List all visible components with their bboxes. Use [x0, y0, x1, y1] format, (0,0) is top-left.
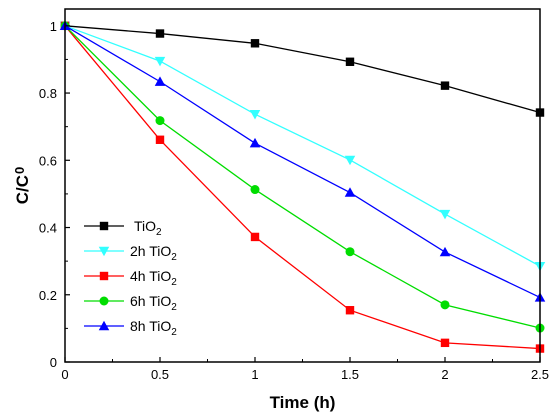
- plot-frame: [64, 8, 541, 363]
- legend-label-subscript: 2: [171, 252, 177, 263]
- legend-marker: [99, 271, 109, 281]
- data-point: [345, 57, 355, 66]
- data-point: [154, 56, 166, 67]
- y-tick-label: 0.6: [39, 153, 57, 168]
- data-point: [250, 185, 260, 195]
- legend-label-main: TiO: [134, 218, 156, 234]
- x-tick-label: 1.5: [341, 367, 359, 382]
- y-axis-title: C/C0: [12, 167, 32, 205]
- y-tick-label: 0.4: [39, 221, 57, 236]
- legend-label-subscript: 2: [156, 227, 162, 238]
- series-line: [64, 25, 541, 114]
- x-axis-title: Time (h): [270, 393, 336, 412]
- legend-marker: [99, 296, 109, 306]
- legend-label: 8h TiO2: [130, 318, 177, 338]
- legend-label-subscript: 2: [171, 327, 177, 338]
- legend-label-subscript: 2: [171, 302, 177, 313]
- data-point: [250, 232, 260, 242]
- legend-label-main: 4h TiO: [130, 268, 171, 284]
- axis-ticks: 0 0.5 1 1.5 2 2.5 0 0.2 0.4 0.6 0.8 1: [39, 19, 549, 382]
- legend-label: 2h TiO2: [130, 243, 177, 263]
- data-point: [249, 137, 261, 148]
- data-point: [440, 338, 450, 348]
- series-line: [64, 25, 541, 350]
- data-point: [344, 155, 356, 166]
- legend-label-main: 8h TiO: [130, 318, 171, 334]
- data-point: [440, 300, 450, 310]
- data-point: [155, 116, 165, 126]
- x-tick-label: 0.5: [151, 367, 169, 382]
- y-axis-title-subscript: 0: [12, 167, 27, 174]
- y-tick-label: 1: [50, 19, 57, 34]
- data-point: [439, 246, 451, 257]
- y-axis-title-main: C/C: [13, 175, 32, 204]
- series-line: [64, 25, 541, 299]
- legend-label: 6h TiO2: [130, 293, 177, 313]
- y-tick-label: 0.8: [39, 86, 57, 101]
- legend-marker: [99, 221, 109, 231]
- legend-label-subscript: 2: [171, 277, 177, 288]
- legend-label: 4h TiO2: [130, 268, 177, 288]
- x-tick-label: 1: [251, 367, 258, 382]
- legend-label: TiO2: [134, 218, 162, 238]
- legend-marker: [98, 320, 110, 331]
- x-tick-label: 2: [441, 367, 448, 382]
- data-point: [439, 209, 451, 220]
- series-line: [64, 25, 541, 329]
- data-point: [155, 29, 165, 38]
- y-tick-label: 0: [50, 355, 57, 370]
- x-tick-label: 2.5: [531, 367, 549, 382]
- data-point: [154, 76, 166, 86]
- data-point: [249, 110, 261, 120]
- data-point: [344, 187, 356, 197]
- data-point: [440, 81, 450, 90]
- x-tick-label: 0: [61, 367, 68, 382]
- series-line: [64, 25, 541, 267]
- data-point: [250, 39, 260, 48]
- data-point: [345, 247, 355, 257]
- data-point: [155, 135, 165, 144]
- y-tick-label: 0.2: [39, 288, 57, 303]
- legend-marker: [98, 246, 110, 257]
- legend-label-main: 6h TiO: [130, 293, 171, 309]
- data-point: [345, 306, 355, 315]
- legend-label-main: 2h TiO: [130, 243, 171, 259]
